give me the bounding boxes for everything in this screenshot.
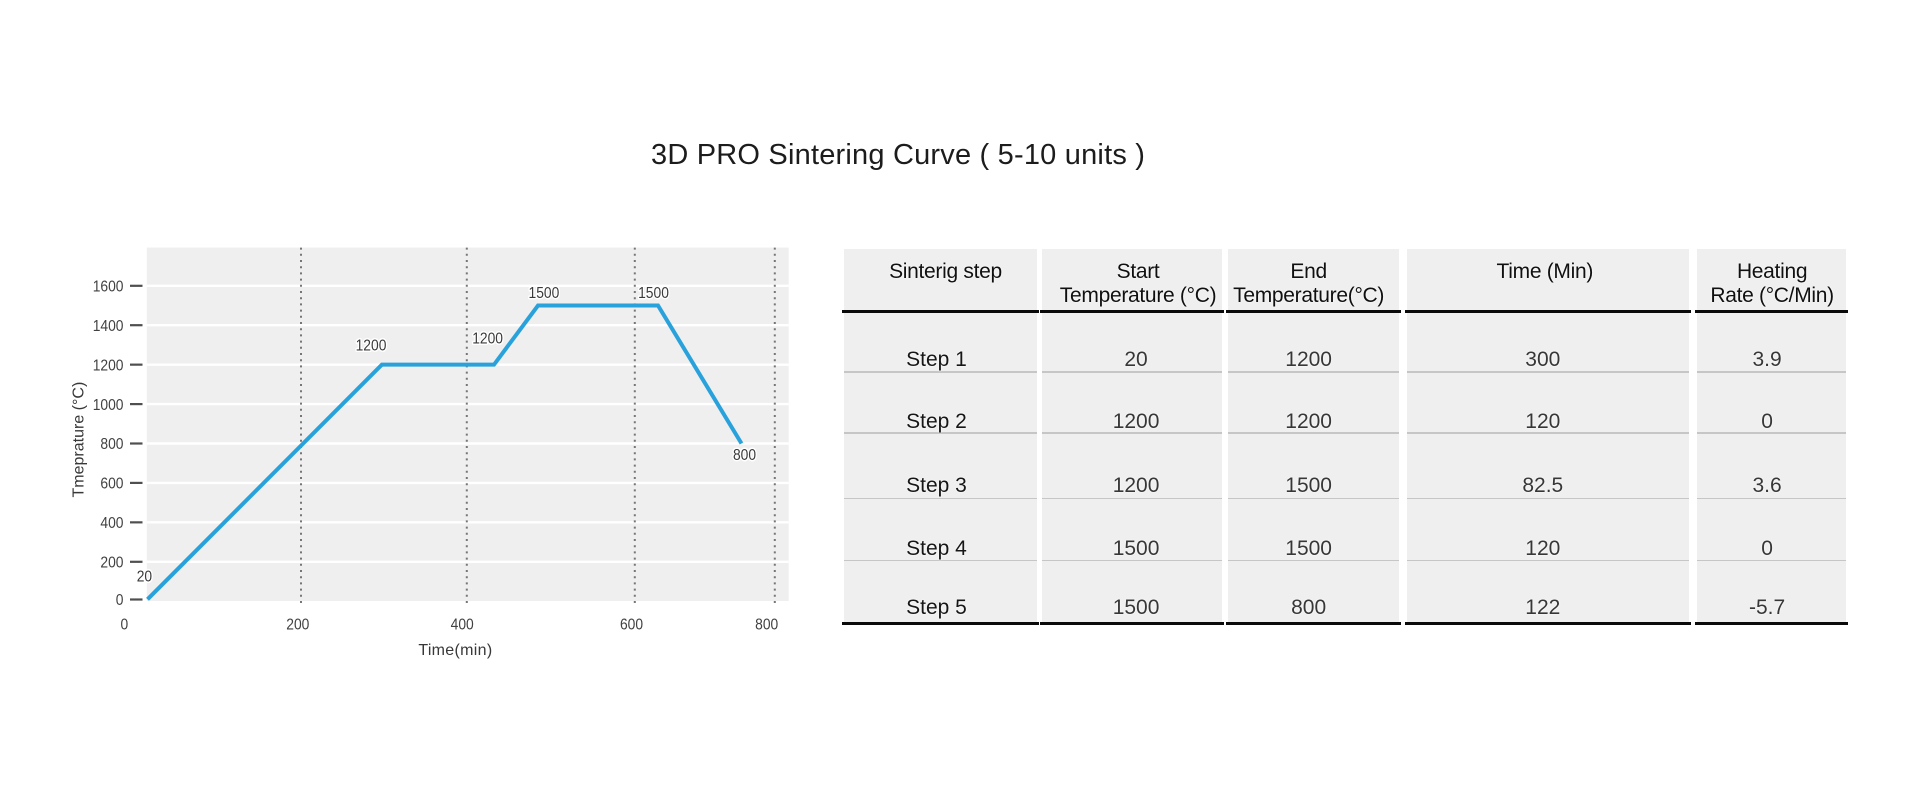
svg-text:800: 800 [100,436,123,453]
svg-text:Time(min): Time(min) [418,642,492,659]
svg-text:Tmeprature (°C): Tmeprature (°C) [71,382,88,498]
svg-text:1400: 1400 [93,318,124,335]
svg-text:600: 600 [100,476,123,493]
svg-text:1000: 1000 [93,397,124,414]
svg-text:1500: 1500 [529,285,560,302]
svg-text:1200: 1200 [356,337,387,354]
svg-text:0: 0 [116,592,124,609]
svg-text:0: 0 [120,617,128,634]
svg-text:400: 400 [100,515,123,532]
svg-text:200: 200 [286,617,309,634]
svg-text:600: 600 [620,617,643,634]
svg-text:1200: 1200 [472,330,503,347]
svg-text:1200: 1200 [93,357,124,374]
svg-text:20: 20 [137,569,152,586]
svg-text:800: 800 [733,447,756,464]
svg-text:800: 800 [755,617,778,634]
svg-text:1600: 1600 [93,279,124,296]
svg-text:1500: 1500 [638,285,669,302]
svg-text:200: 200 [100,555,123,572]
svg-text:400: 400 [451,617,474,634]
